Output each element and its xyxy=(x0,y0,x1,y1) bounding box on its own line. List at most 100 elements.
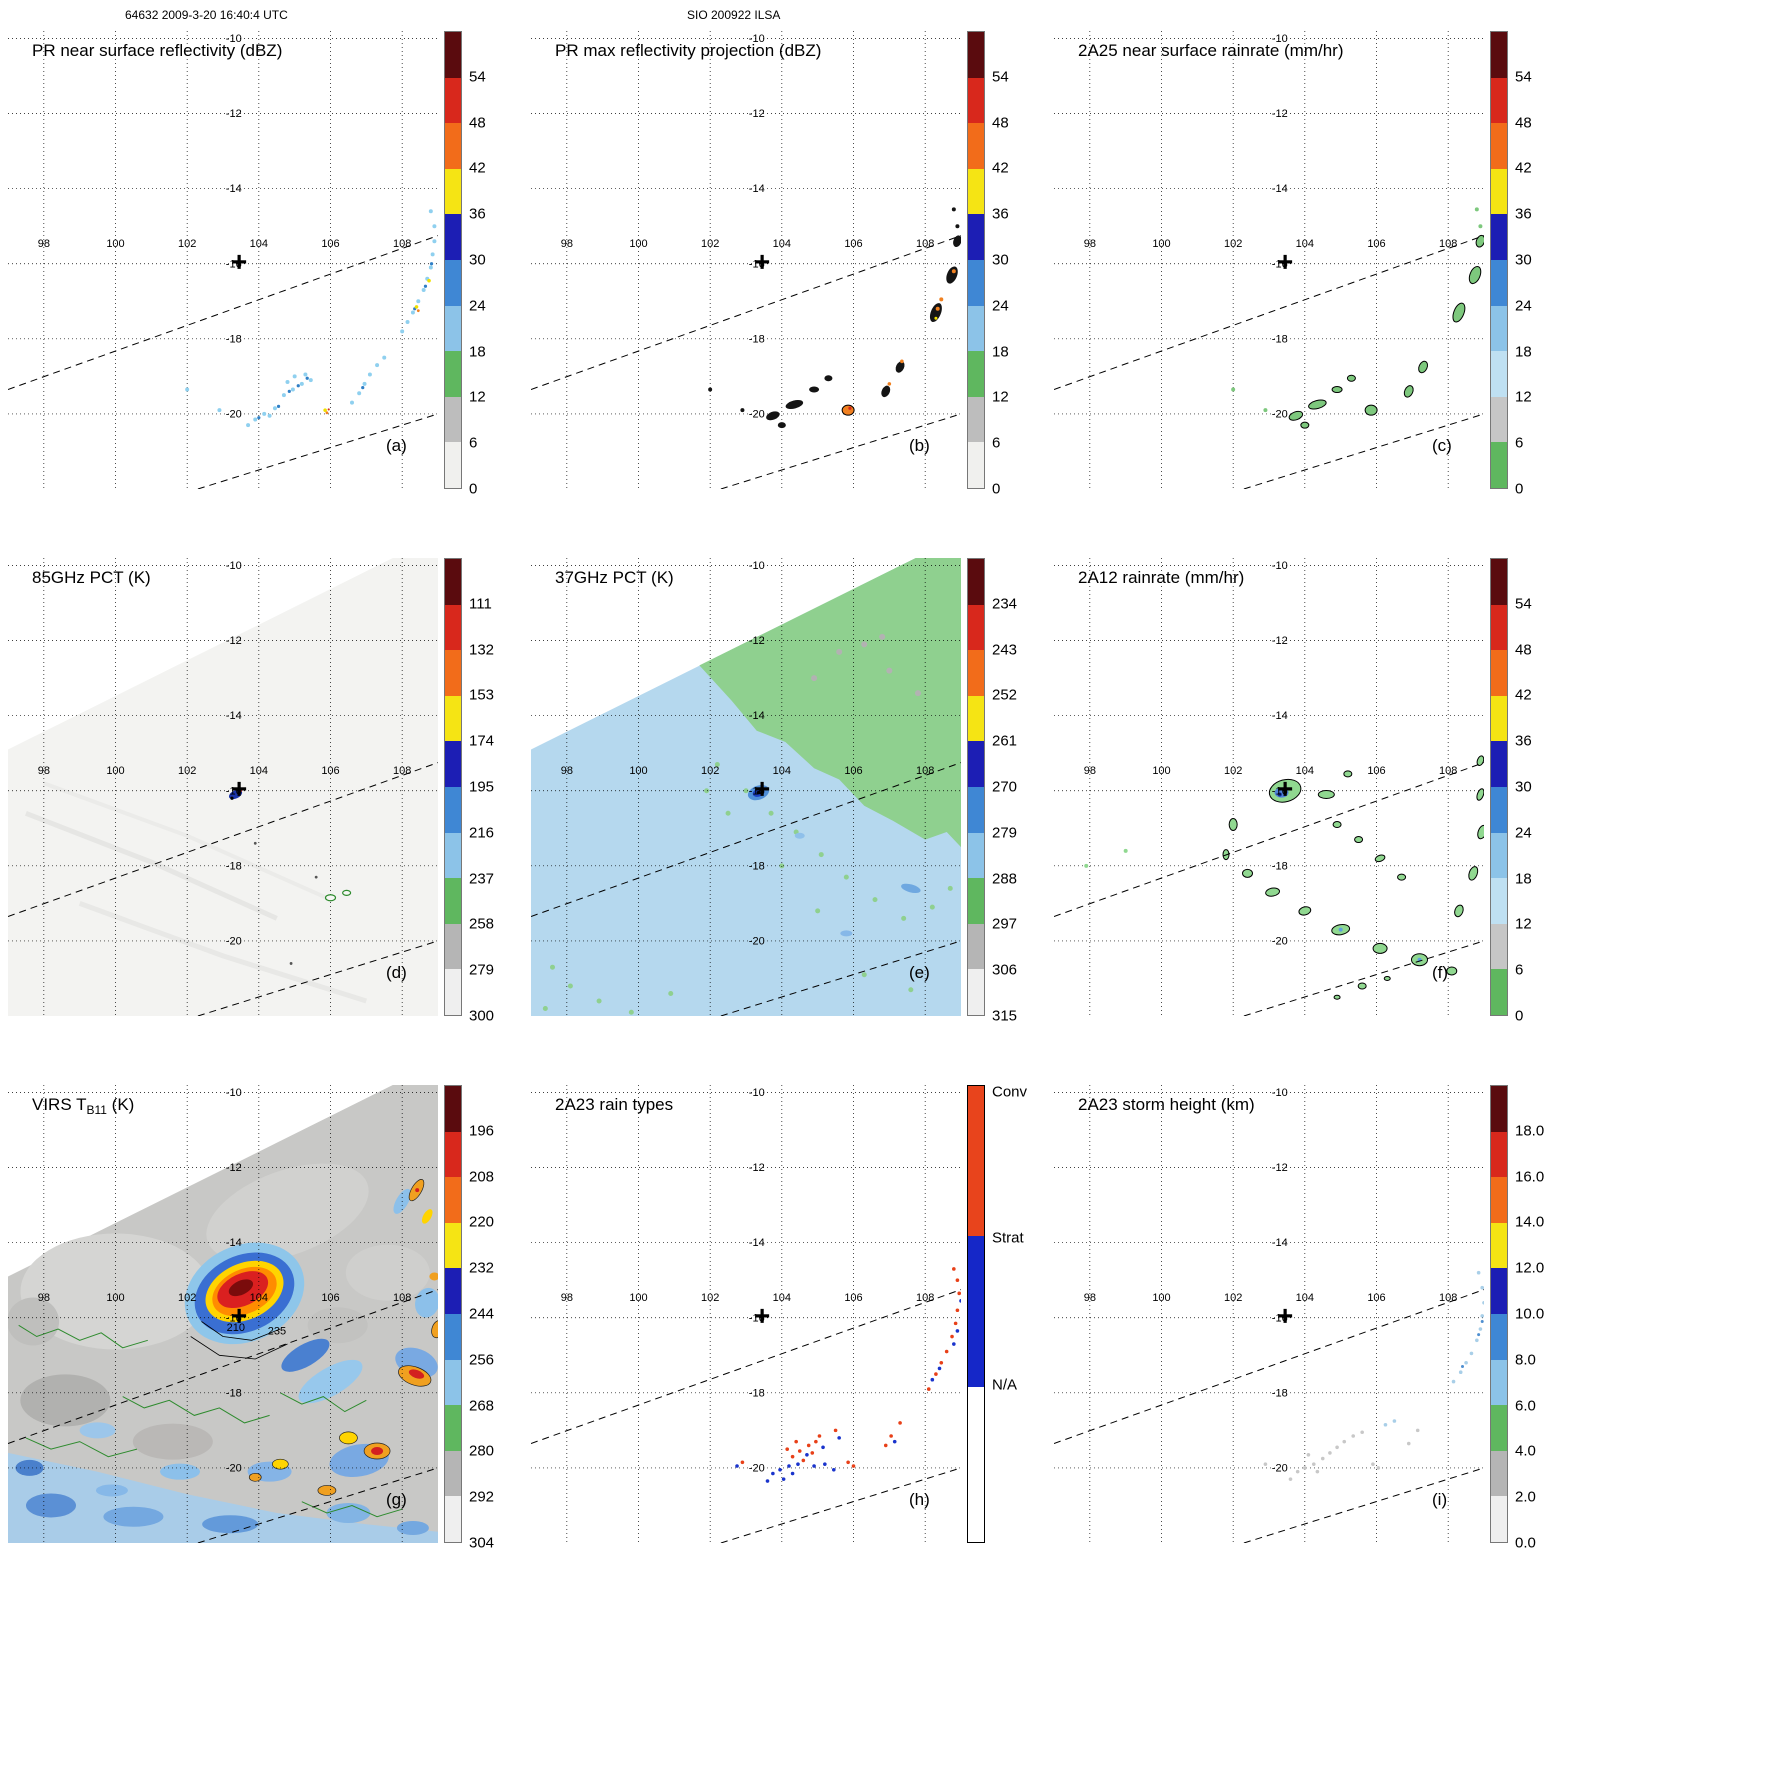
lat-tick-label: -12 xyxy=(749,108,765,120)
colorbar-tick-label: 196 xyxy=(469,1122,495,1140)
colorbar-segment xyxy=(968,1236,984,1387)
colorbar-c xyxy=(1490,31,1508,489)
colorbar-segment xyxy=(445,259,461,306)
colorbar-segment xyxy=(968,214,984,260)
grid-lines xyxy=(531,31,961,489)
colorbar-tick-label: 48 xyxy=(992,114,1009,132)
lat-tick-label: -14 xyxy=(1272,1237,1288,1249)
colorbar-segment xyxy=(1491,559,1507,605)
lat-tick-label: -14 xyxy=(749,1237,765,1249)
lon-tick-label: 108 xyxy=(916,238,934,250)
axis-labels: 98 100 102 104 106 108-10-12-14-16-18-20 xyxy=(1084,1087,1458,1474)
colorbar-segment xyxy=(445,695,461,742)
colorbar-tick-label: 10.0 xyxy=(1515,1305,1545,1323)
colorbar-segment xyxy=(445,1359,461,1406)
lat-tick-label: -10 xyxy=(1272,560,1288,572)
colorbar-tick-label: 54 xyxy=(1515,595,1532,613)
colorbar-tick-label: 288 xyxy=(992,870,1018,888)
grid-lines xyxy=(1054,558,1484,1016)
colorbar-segment xyxy=(1491,969,1507,1015)
swath-edge-lines xyxy=(8,235,438,489)
lon-tick-label: 108 xyxy=(1439,765,1457,777)
colorbar-segment xyxy=(1491,1496,1507,1542)
colorbar-tick-label: 304 xyxy=(469,1534,495,1552)
colorbar-segment xyxy=(1491,604,1507,651)
colorbar-tick-label: 30 xyxy=(469,251,486,269)
colorbar-segment xyxy=(445,351,461,397)
colorbar-segment xyxy=(445,305,461,352)
colorbar-segment xyxy=(445,214,461,260)
colorbar-segment xyxy=(968,1086,984,1237)
lon-tick-label: 98 xyxy=(561,238,573,250)
colorbar-tick-label: 0 xyxy=(1515,480,1524,498)
colorbar-segment xyxy=(445,1131,461,1178)
colorbar-tick-label: 12 xyxy=(1515,388,1532,406)
colorbar-tick-labels: 234 243 252 261 270 279 288 297 306 315 xyxy=(992,558,1062,1024)
grid-lines xyxy=(531,1085,961,1543)
colorbar-segment xyxy=(968,832,984,879)
colorbar-tick-label: 12.0 xyxy=(1515,1259,1545,1277)
storm-center-cross-icon xyxy=(232,781,247,796)
swath-edge-lines xyxy=(1054,762,1484,1016)
colorbar-tick-label: 132 xyxy=(469,641,495,659)
colorbar-segment xyxy=(968,695,984,742)
colorbar-tick-label: 6 xyxy=(1515,434,1524,452)
colorbar-tick-label: 42 xyxy=(1515,686,1532,704)
lon-tick-label: 98 xyxy=(38,238,50,250)
colorbar-segment xyxy=(1491,32,1507,78)
lon-tick-label: 100 xyxy=(1152,1292,1170,1304)
colorbar-tick-label: 0 xyxy=(992,480,1001,498)
colorbar-segment xyxy=(445,1313,461,1360)
axis-labels: 98 100 102 104 106 108-10-12-14-16-18-20 xyxy=(561,33,935,420)
colorbar-tick-labels: 54 48 42 36 30 24 18 12 6 0 xyxy=(992,31,1062,497)
colorbar-segment xyxy=(445,32,461,78)
colorbar-segment xyxy=(445,77,461,124)
colorbar-tick-label: 306 xyxy=(992,961,1018,979)
colorbar-segment xyxy=(445,969,461,1015)
colorbar-segment xyxy=(968,351,984,397)
colorbar-segment xyxy=(968,969,984,1015)
lon-tick-label: 108 xyxy=(393,238,411,250)
panel-title: PR near surface reflectivity (dBZ) xyxy=(32,41,282,60)
colorbar-i xyxy=(1490,1085,1508,1543)
colorbar-segment xyxy=(1491,1222,1507,1269)
colorbar-segment xyxy=(445,442,461,488)
lat-tick-label: -20 xyxy=(226,408,242,420)
lon-tick-label: 102 xyxy=(701,1292,719,1304)
lon-tick-label: 102 xyxy=(178,765,196,777)
colorbar-a xyxy=(444,31,462,489)
lat-tick-label: -18 xyxy=(749,860,765,872)
lat-tick-label: -14 xyxy=(1272,710,1288,722)
lon-tick-label: 104 xyxy=(1296,765,1314,777)
colorbar-segment xyxy=(1491,741,1507,787)
colorbar-tick-label: 4.0 xyxy=(1515,1442,1536,1460)
panel-e: 98 100 102 104 106 108 -10 -12 -14 -16 -18 -20 37GHz… xyxy=(523,555,1046,1082)
lon-tick-label: 98 xyxy=(561,765,573,777)
axis-labels: 98 100 102 104 106 108-10-12-14-16-18-20 xyxy=(38,1087,412,1474)
panel-h: 98 100 102 104 106 108 -10 -12 -14 -16 -18 -20 2A23 … xyxy=(523,1082,1046,1609)
colorbar-tick-label: 111 xyxy=(469,595,492,613)
colorbar-tick-label: 270 xyxy=(992,778,1018,796)
lat-tick-label: -20 xyxy=(226,1462,242,1474)
lat-tick-label: -10 xyxy=(1272,33,1288,45)
panel-letter-label: (e) xyxy=(909,963,930,982)
storm-center-cross-icon xyxy=(232,1308,247,1323)
axis-labels: 98 100 102 104 106 108-10-12-14-16-18-20 xyxy=(1084,33,1458,420)
colorbar-tick-label: 258 xyxy=(469,915,495,933)
colorbar-tick-label: 16.0 xyxy=(1515,1168,1545,1186)
colorbar-segment xyxy=(1491,650,1507,696)
lon-tick-label: 100 xyxy=(629,1292,647,1304)
colorbar-tick-label: 220 xyxy=(469,1213,495,1231)
colorbar-tick-label: 24 xyxy=(1515,297,1532,315)
storm-center-cross-icon xyxy=(1278,781,1293,796)
colorbar-tick-label: 208 xyxy=(469,1168,495,1186)
lat-tick-label: -20 xyxy=(226,935,242,947)
colorbar-tick-label: 174 xyxy=(469,732,495,750)
panel-f: 98 100 102 104 106 108 -10 -12 -14 -16 -18 -20 2A12 … xyxy=(1046,555,1569,1082)
colorbar-segment xyxy=(445,1450,461,1497)
panel-letter-label: (h) xyxy=(909,1490,930,1509)
colorbar-segment xyxy=(445,604,461,651)
colorbar-tick-label: 30 xyxy=(1515,778,1532,796)
colorbar-tick-label: Conv xyxy=(992,1083,1028,1101)
lon-tick-label: 98 xyxy=(1084,765,1096,777)
